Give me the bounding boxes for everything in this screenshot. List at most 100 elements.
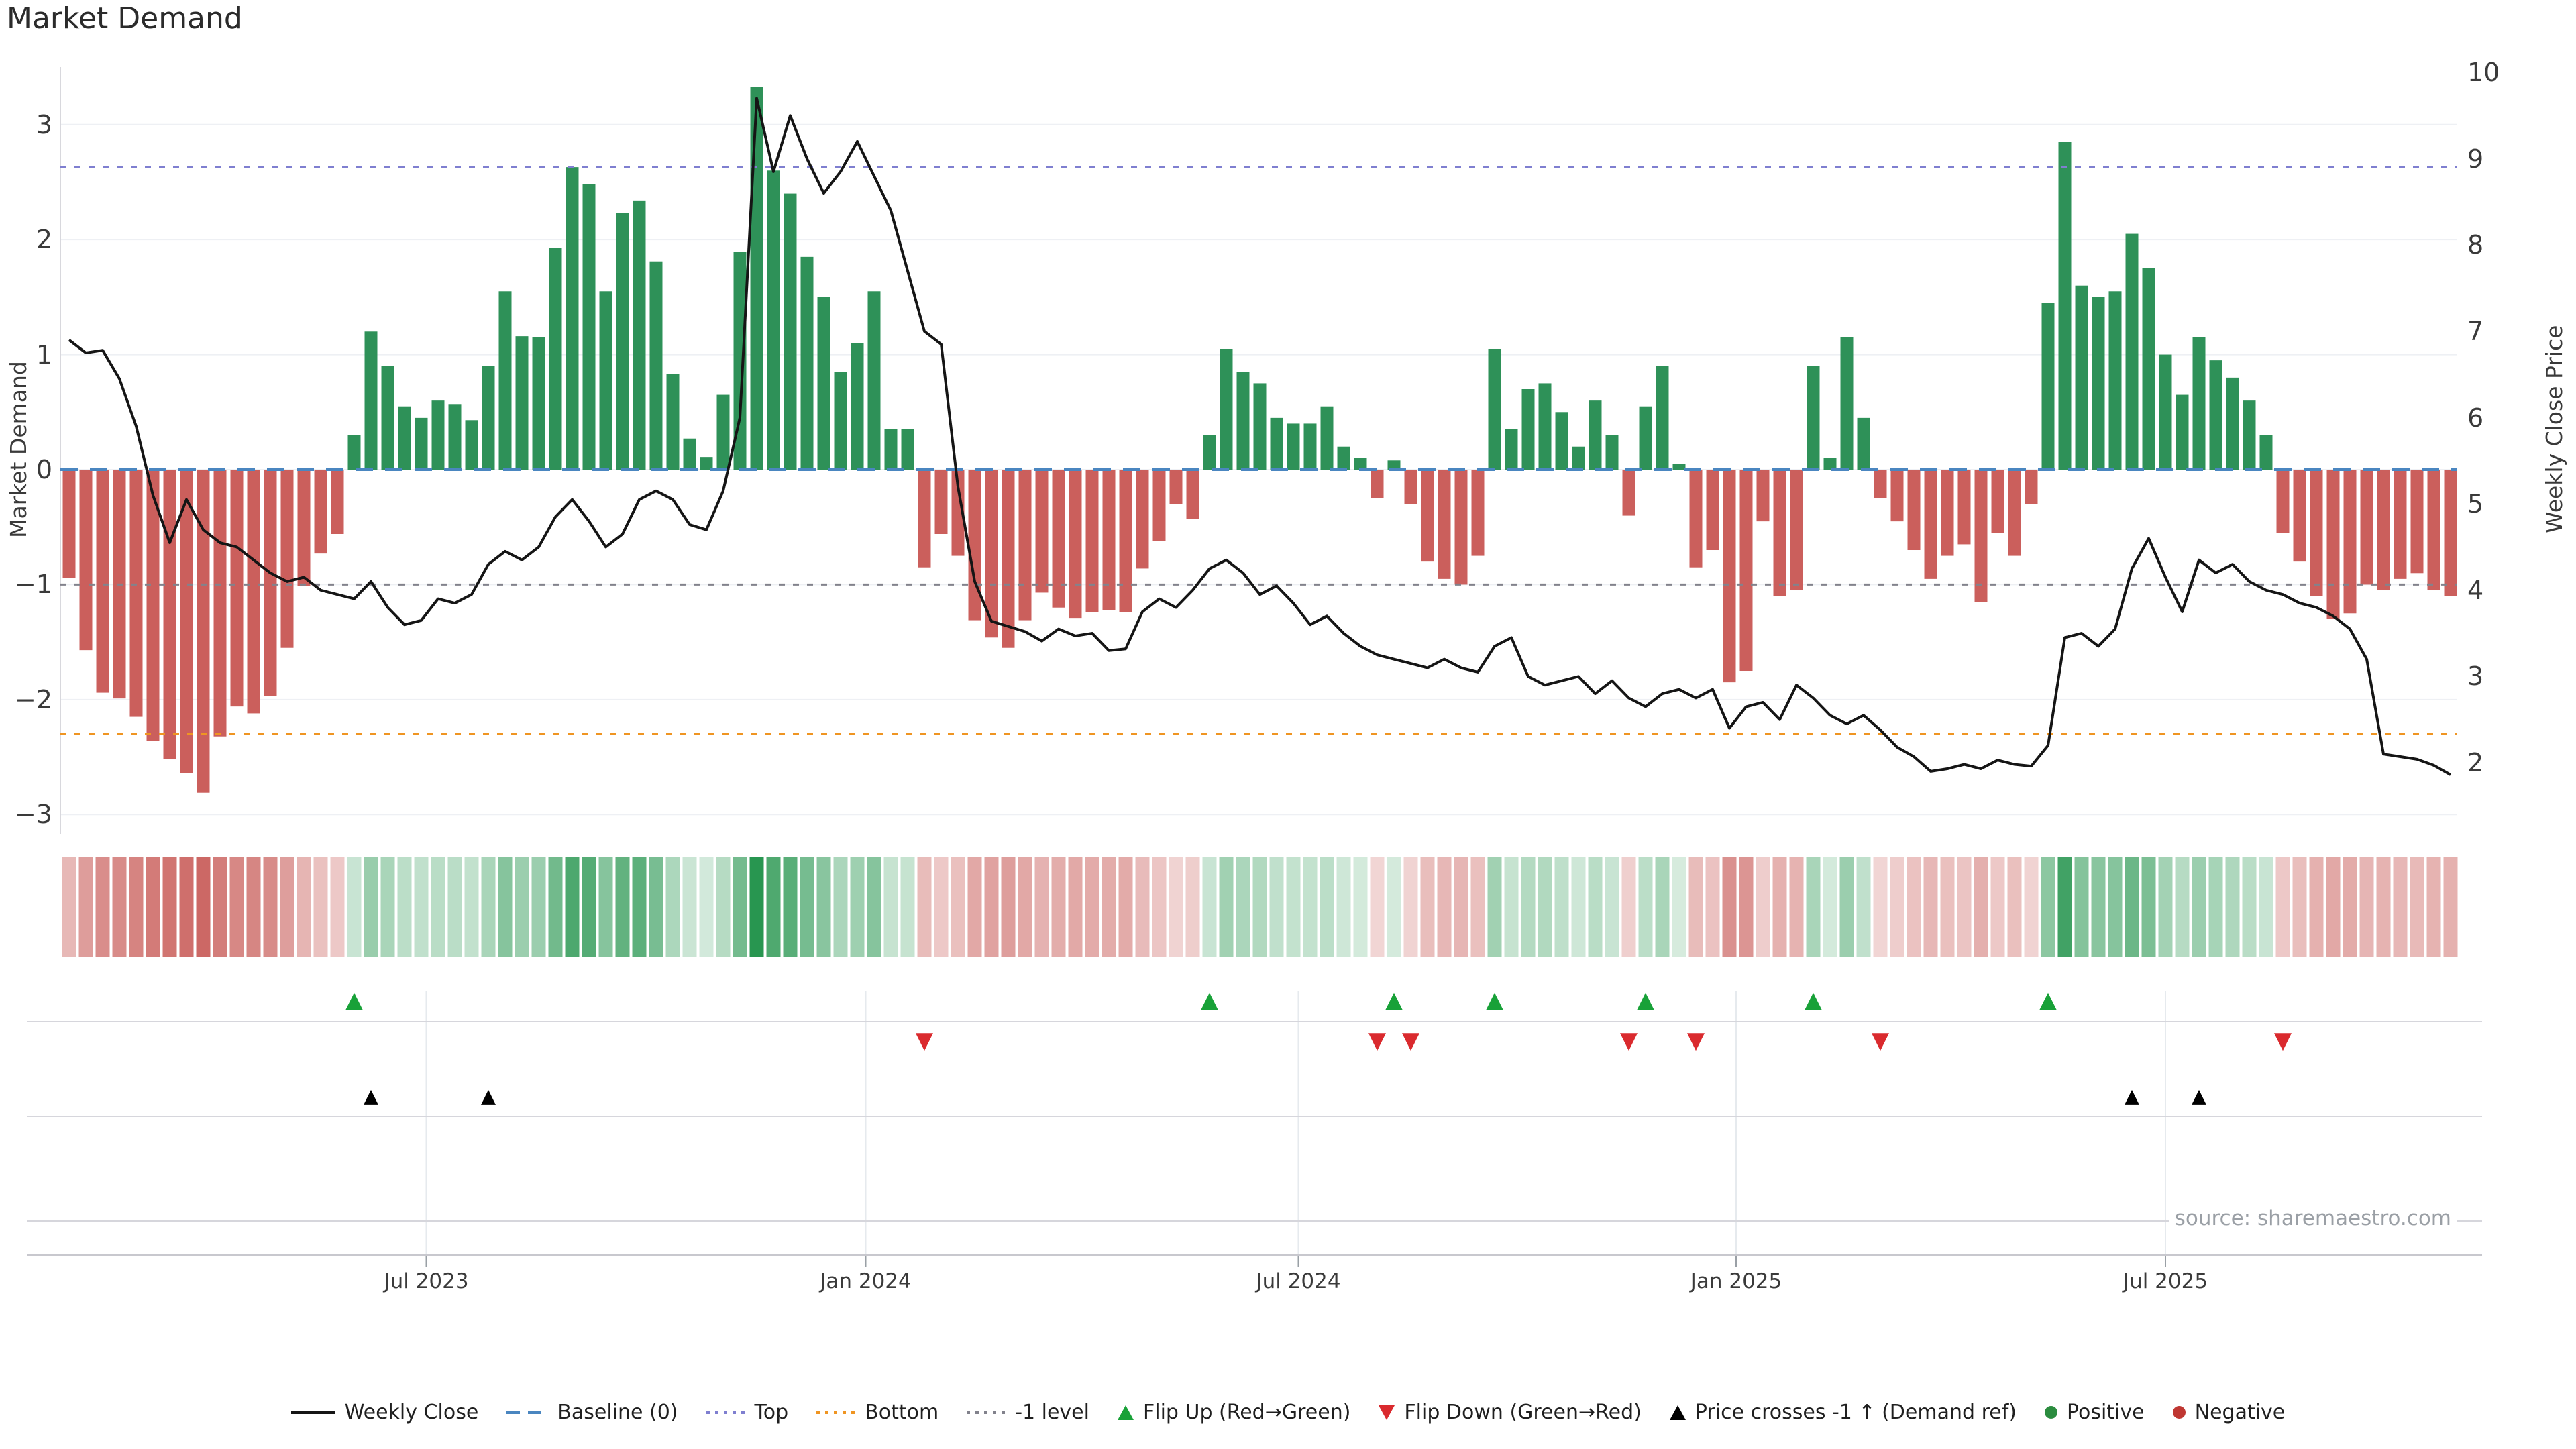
- heatmap-cell: [1370, 857, 1385, 957]
- demand-bar: [2360, 470, 2373, 585]
- heatmap-cell: [967, 857, 982, 957]
- left-axis-tick: −1: [14, 570, 52, 600]
- heatmap-cell: [1974, 857, 1988, 957]
- demand-bar: [683, 438, 696, 470]
- heatmap-cell: [1202, 857, 1217, 957]
- heatmap-cell: [229, 857, 244, 957]
- heatmap-cell: [313, 857, 328, 957]
- demand-bar: [582, 184, 596, 470]
- legend-item: Negative: [2172, 1401, 2285, 1424]
- demand-bar: [1974, 470, 1988, 602]
- demand-bar: [180, 470, 193, 773]
- demand-bar: [2058, 142, 2072, 470]
- heatmap-cell: [1856, 857, 1871, 957]
- demand-bar: [2209, 360, 2222, 470]
- heatmap-cell: [565, 857, 580, 957]
- heatmap-cell: [800, 857, 814, 957]
- heatmap-cell: [1269, 857, 1284, 957]
- demand-bar: [1555, 412, 1568, 470]
- heatmap-cell: [179, 857, 194, 957]
- demand-bar: [2427, 470, 2440, 591]
- legend-label: Bottom: [865, 1401, 939, 1424]
- heatmap-cell: [1387, 857, 1401, 957]
- heatmap-cell: [1806, 857, 1821, 957]
- left-axis-tick: 1: [36, 339, 52, 370]
- heatmap-cell: [213, 857, 227, 957]
- legend-dot-swatch: [967, 1411, 1006, 1414]
- demand-bar: [347, 435, 361, 470]
- heatmap-cell: [1068, 857, 1083, 957]
- demand-bar: [2326, 470, 2340, 619]
- heatmap-cell: [2041, 857, 2055, 957]
- demand-bar: [784, 193, 797, 470]
- x-axis-tick-label: Jul 2024: [1256, 1269, 1341, 1293]
- right-axis-tick: 9: [2467, 144, 2484, 174]
- demand-bar: [549, 248, 562, 470]
- demand-bar: [2310, 470, 2323, 596]
- right-axis-tick: 5: [2467, 489, 2484, 519]
- demand-bar: [431, 400, 445, 470]
- demand-bar: [280, 470, 294, 648]
- right-axis-tick: 3: [2467, 661, 2484, 692]
- heatmap-cell: [1102, 857, 1116, 957]
- demand-bar: [163, 470, 176, 760]
- demand-bar: [918, 470, 931, 568]
- heatmap-cell: [1336, 857, 1351, 957]
- heatmap-cell: [1538, 857, 1552, 957]
- heatmap-cell: [1823, 857, 1837, 957]
- heatmap-cell: [1454, 857, 1468, 957]
- legend-label: Top: [754, 1401, 789, 1424]
- demand-bar: [2243, 400, 2256, 470]
- demand-bar: [599, 291, 612, 470]
- heatmap-cell: [1353, 857, 1368, 957]
- heatmap-cell: [900, 857, 915, 957]
- demand-bar: [633, 200, 646, 470]
- legend-tri-up-swatch: [1117, 1405, 1134, 1420]
- heatmap-cell: [1236, 857, 1250, 957]
- heatmap-cell: [1756, 857, 1770, 957]
- flip-down-marker: [1402, 1033, 1419, 1051]
- demand-bar: [1169, 470, 1183, 504]
- heatmap-cell: [1957, 857, 1972, 957]
- price-cross-marker: [2192, 1089, 2206, 1105]
- heatmap-cell: [2125, 857, 2139, 957]
- demand-bar: [666, 374, 680, 470]
- heatmap-cell: [1504, 857, 1519, 957]
- demand-bar: [2192, 337, 2206, 470]
- heatmap-cell: [1286, 857, 1301, 957]
- demand-bar: [532, 337, 545, 470]
- heatmap-cell: [649, 857, 663, 957]
- right-axis-tick: 2: [2467, 748, 2484, 777]
- demand-bar: [1203, 435, 1216, 470]
- heatmap-cell: [2326, 857, 2341, 957]
- heatmap-cell: [1470, 857, 1485, 957]
- demand-bar: [247, 470, 260, 714]
- heatmap-cell: [1521, 857, 1536, 957]
- heatmap-cell: [2443, 857, 2458, 957]
- heatmap-cell: [2208, 857, 2223, 957]
- demand-bar: [2075, 285, 2088, 470]
- demand-bar: [951, 470, 965, 556]
- heatmap-cell: [716, 857, 731, 957]
- demand-bar: [1052, 470, 1065, 608]
- demand-bar: [79, 470, 93, 651]
- heatmap-cell: [665, 857, 680, 957]
- demand-bar: [1739, 470, 1753, 672]
- demand-bar: [381, 366, 394, 470]
- legend-label: -1 level: [1015, 1401, 1089, 1424]
- demand-bar: [1991, 470, 2004, 533]
- heatmap-cell: [2158, 857, 2173, 957]
- heatmap-cell: [280, 857, 294, 957]
- demand-bar: [2293, 470, 2306, 562]
- demand-bar: [1454, 470, 1468, 585]
- demand-bar: [2176, 394, 2189, 470]
- demand-bar: [1488, 348, 1501, 470]
- heatmap-cell: [129, 857, 144, 957]
- heatmap-cell: [1252, 857, 1267, 957]
- demand-bar: [985, 470, 998, 638]
- heatmap-cell: [2141, 857, 2156, 957]
- flip-up-marker: [1805, 992, 1822, 1010]
- legend-label: Baseline (0): [557, 1401, 678, 1424]
- heatmap-cell: [1051, 857, 1066, 957]
